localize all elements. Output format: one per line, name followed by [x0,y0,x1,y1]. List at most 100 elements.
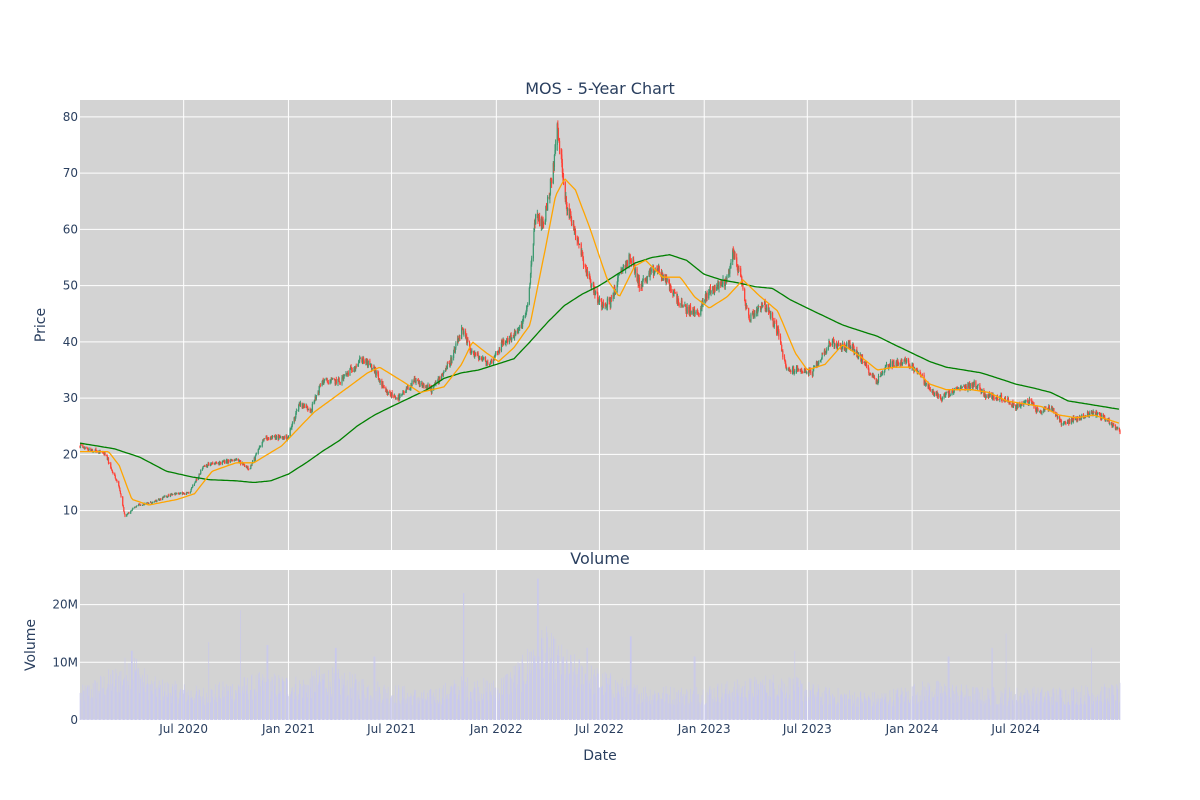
price-candle-body [698,314,700,315]
volume-bar [232,683,233,720]
volume-bar [1083,695,1085,720]
volume-bar [1012,699,1014,720]
volume-bar [927,682,929,720]
price-candle-body [123,507,125,512]
volume-bar [630,636,632,720]
price-candle-body [766,307,768,311]
volume-bar [83,690,84,720]
volume-bar [382,698,384,720]
price-candle-body [749,320,751,322]
volume-bar [513,682,514,720]
volume-bar [278,675,280,720]
volume-bar [599,687,600,720]
price-candle-body [455,343,457,348]
volume-bar [916,695,917,720]
volume-bar [586,647,588,720]
volume-bar [964,698,965,720]
volume-bar [430,688,432,720]
volume-bar [530,673,531,720]
volume-bar [778,684,780,720]
volume-bar [306,697,308,720]
volume-bar [817,684,819,720]
volume-bar [614,696,616,720]
price-candle-body [104,452,106,455]
volume-bar [926,690,927,720]
price-candle-body [250,465,252,469]
price-candle-body [209,464,212,466]
price-candle-body [329,381,331,385]
price-candle-body [477,353,479,356]
volume-bar [275,675,276,720]
volume-bar [457,699,458,720]
volume-bar [264,682,265,720]
volume-bar [551,632,552,720]
volume-bar [502,684,504,720]
price-candle-body [740,276,742,278]
volume-bar [801,683,802,720]
volume-bar [449,694,450,720]
price-candle-body [140,504,142,506]
price-candle-body [1027,400,1029,403]
volume-bar [941,686,943,720]
volume-bar [399,700,400,720]
x-axis-title: Date [583,748,616,764]
price-candle-body [1051,406,1053,412]
volume-bar [797,678,799,720]
price-candle-body [111,468,113,471]
price-candle-body [115,479,118,481]
volume-bar [94,680,96,720]
price-candle-body [801,368,803,371]
volume-bar [211,689,212,720]
price-candle-body [225,460,227,464]
volume-bar [1059,687,1060,720]
price-candle-body [977,384,979,386]
volume-bar [645,702,647,720]
volume-bar [615,679,616,720]
price-candle-body [110,467,112,469]
volume-bar [239,693,241,720]
volume-bar [764,689,766,720]
volume-bar [902,691,903,720]
price-candle-body [143,503,145,505]
price-candle-body [726,275,728,280]
price-candle-body [349,366,352,369]
volume-bar [965,684,967,720]
price-candle-body [1025,400,1027,402]
volume-bar [98,691,100,720]
volume-bar [556,654,558,720]
price-candle-body [1036,408,1038,412]
volume-bar [385,688,387,720]
volume-bar [600,686,602,720]
price-candle-body [343,374,345,376]
volume-bar [1101,686,1103,720]
volume-bar [435,689,437,720]
price-candle-body [108,463,110,465]
volume-bar [1080,703,1082,720]
price-candle-body [653,272,655,276]
volume-bar [176,696,178,720]
volume-bar [128,662,130,720]
volume-bar [1037,687,1039,720]
volume-bar [700,704,702,720]
price-candle-body [467,338,469,343]
volume-bar [207,703,208,720]
volume-bar [1017,702,1018,720]
volume-bar [246,690,248,720]
price-candle-body [617,277,619,285]
volume-bar [951,688,953,720]
volume-bar [382,700,383,720]
volume-bar [987,688,989,720]
price-candle-body [419,383,421,387]
price-candle-body [532,243,534,259]
volume-bar [1051,705,1053,720]
price-candle-body [429,384,431,388]
price-candle-body [789,369,791,372]
volume-bar [347,695,348,720]
price-candle-body [212,462,214,464]
volume-bar [714,697,716,720]
volume-bar [706,702,707,720]
price-candle-body [618,274,620,276]
volume-bar [390,698,391,720]
volume-bar [163,696,165,720]
volume-bar [251,674,253,720]
